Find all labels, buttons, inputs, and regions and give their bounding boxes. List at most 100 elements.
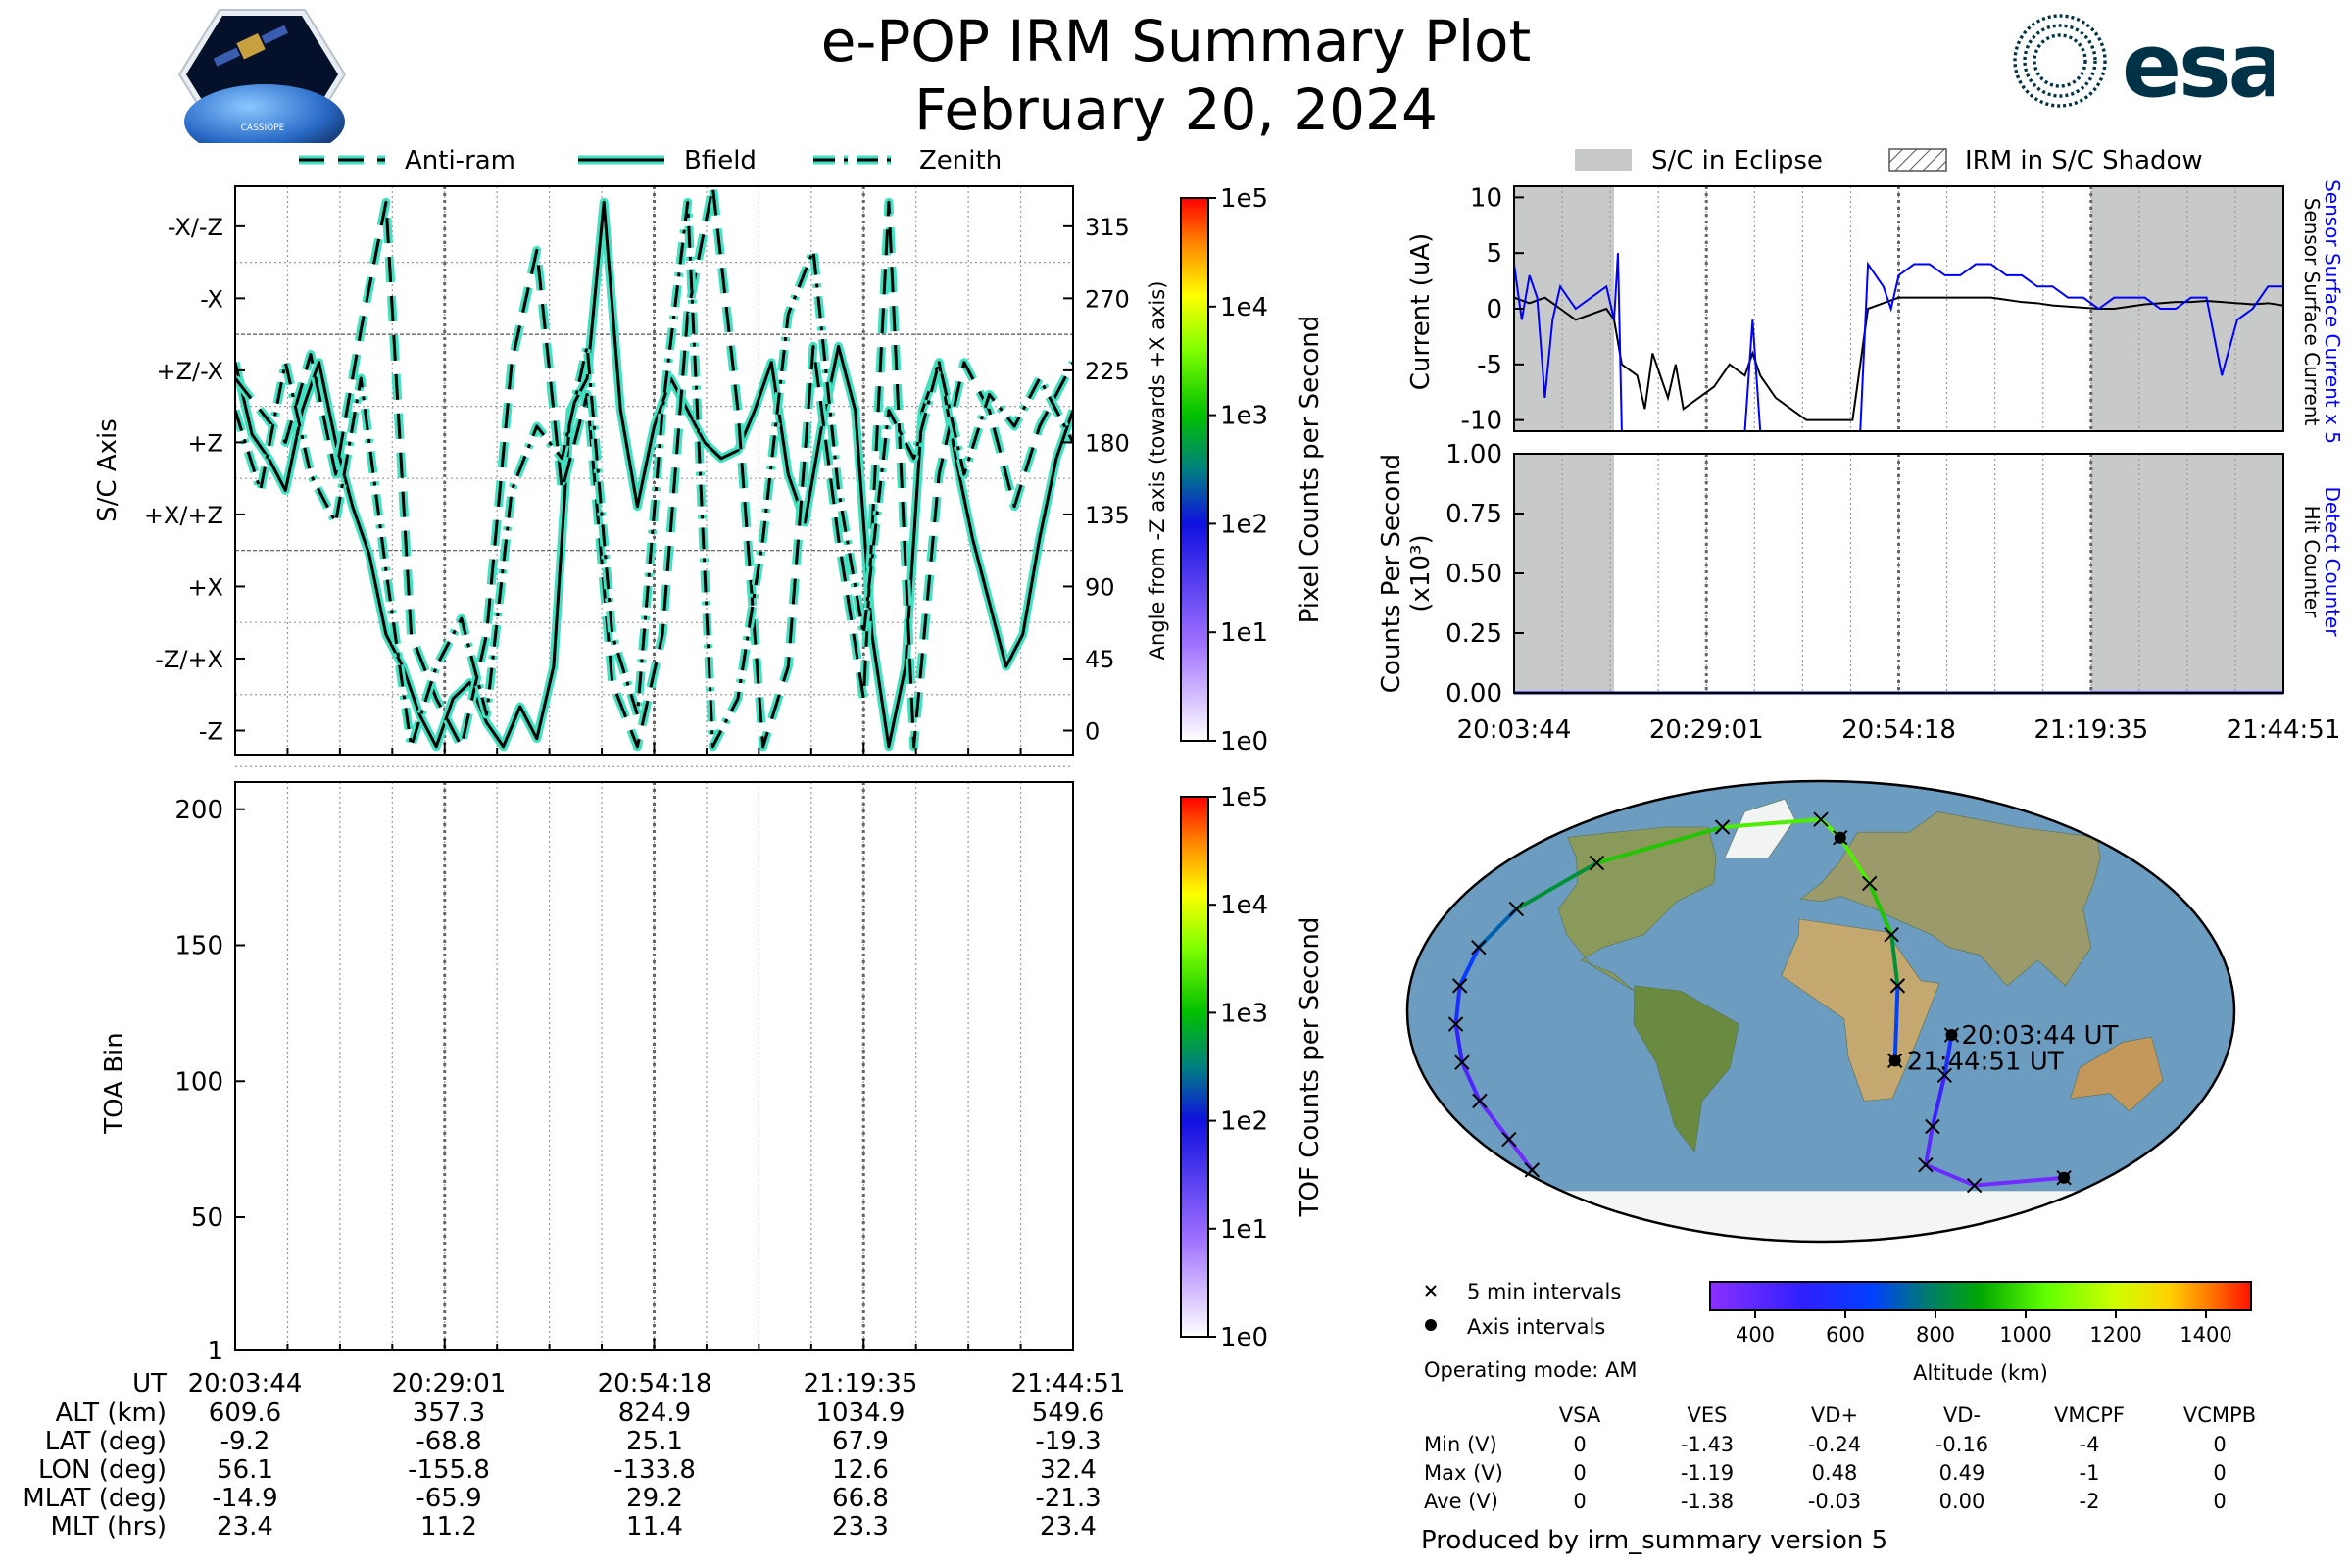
interval-marker-x bbox=[1454, 1054, 1470, 1070]
orbit-track-segment bbox=[1942, 1033, 1954, 1078]
colorbar-tick-label: 1e0 bbox=[1220, 1323, 1268, 1352]
interval-marker-x bbox=[1447, 1016, 1464, 1032]
esa-logo: esa bbox=[2013, 14, 2274, 113]
y-tick-label-right: 180 bbox=[1085, 429, 1130, 457]
legend-label: IRM in S/C Shadow bbox=[1965, 146, 2203, 175]
ut-table-cell: 67.9 bbox=[832, 1427, 889, 1456]
colorbar-tick-label: 1e3 bbox=[1220, 402, 1268, 431]
y-tick-label: +Z bbox=[187, 429, 223, 457]
axis-interval-dot bbox=[2058, 1171, 2071, 1184]
cassiope-logo-text: CASSIOPE bbox=[241, 123, 285, 133]
legend-label: Bfield bbox=[684, 146, 757, 175]
interval-marker-x bbox=[1714, 819, 1731, 835]
x-tick-label: 21:44:51 bbox=[2227, 715, 2341, 745]
voltage-table-cell: -0.03 bbox=[1808, 1490, 1861, 1513]
orbit-track-segment bbox=[1923, 1162, 1977, 1188]
interval-marker-x bbox=[1966, 1177, 1983, 1194]
eclipse-band bbox=[1514, 454, 1615, 693]
legend-x-icon bbox=[1425, 1285, 1437, 1297]
ut-table-row-label: MLT (hrs) bbox=[51, 1512, 168, 1542]
ut-table-cell: -19.3 bbox=[1035, 1427, 1101, 1456]
ut-table-cell: 21:19:35 bbox=[804, 1369, 918, 1398]
ut-table-cell: 20:03:44 bbox=[188, 1369, 303, 1398]
ut-table-cell: 23.4 bbox=[217, 1512, 273, 1542]
land-australia bbox=[2070, 1036, 2164, 1112]
legend-label: Anti-ram bbox=[405, 146, 515, 175]
orbit-track-segment bbox=[1720, 817, 1823, 829]
colorbar-tick-label: 1e1 bbox=[1220, 1215, 1268, 1245]
voltage-table-cell: -2 bbox=[2080, 1490, 2100, 1513]
ut-table-row-label: UT bbox=[132, 1369, 167, 1398]
y-tick-label: 100 bbox=[174, 1067, 223, 1097]
colorbar-tick-label: 1400 bbox=[2180, 1323, 2231, 1347]
voltage-table-cell: 0 bbox=[1573, 1433, 1586, 1456]
colorbar-tick-label: 1e0 bbox=[1220, 727, 1268, 757]
ut-table-row-label: MLAT (deg) bbox=[23, 1484, 167, 1513]
eclipse-band bbox=[1514, 186, 1615, 431]
voltage-table-cell: 0.48 bbox=[1812, 1461, 1858, 1485]
current-line bbox=[1514, 253, 2283, 431]
y-axis-label-right-blue: Detect Counter bbox=[2321, 487, 2344, 638]
y-tick-label: -Z bbox=[199, 717, 223, 745]
colorbar-tick-label: 1e4 bbox=[1220, 293, 1268, 322]
colorbar bbox=[1180, 197, 1209, 742]
voltage-table-header: VD- bbox=[1943, 1403, 1981, 1427]
satellite-icon bbox=[213, 24, 288, 67]
ut-table-cell: 824.9 bbox=[618, 1398, 691, 1428]
x-tick-label: 20:03:44 bbox=[1457, 715, 1572, 745]
legend-label: S/C in Eclipse bbox=[1651, 146, 1823, 175]
orbit-track-segment bbox=[1923, 1124, 1935, 1167]
ut-table-cell: 12.6 bbox=[832, 1455, 889, 1485]
y-axis-label: S/C Axis bbox=[93, 418, 122, 522]
trace-line-zenith bbox=[235, 200, 1073, 749]
legend-swatch-shadow bbox=[1888, 148, 1947, 172]
colorbar-tick-label: 1e3 bbox=[1220, 999, 1268, 1028]
voltage-table-cell: -1.38 bbox=[1681, 1490, 1734, 1513]
ut-table-cell: -9.2 bbox=[220, 1427, 270, 1456]
y-tick-label: -X bbox=[200, 285, 223, 313]
orbit-track-segment bbox=[1889, 932, 1900, 988]
legend-label: 5 min intervals bbox=[1467, 1280, 1621, 1303]
voltage-table-header: VSA bbox=[1559, 1403, 1601, 1427]
interval-marker-x bbox=[1472, 1093, 1488, 1109]
ut-table-cell: -65.9 bbox=[416, 1484, 481, 1513]
orbit-track-segment bbox=[1459, 1060, 1482, 1103]
legend-label: Axis intervals bbox=[1467, 1315, 1605, 1339]
ut-table-cell: -155.8 bbox=[408, 1455, 490, 1485]
y-tick-label-right: 225 bbox=[1085, 358, 1130, 385]
orbit-track-segment bbox=[1972, 1175, 2067, 1188]
ut-table-row-label: ALT (km) bbox=[55, 1398, 167, 1428]
colorbar-tick-label: 600 bbox=[1826, 1323, 1865, 1347]
voltage-table-cell: -0.24 bbox=[1808, 1433, 1861, 1456]
voltage-table-cell: -4 bbox=[2080, 1433, 2100, 1456]
y-axis-label-right: Angle from -Z axis (towards +X axis) bbox=[1146, 281, 1169, 661]
y-tick-label: 50 bbox=[191, 1203, 223, 1233]
cassiope-logo: CASSIOPE bbox=[177, 9, 347, 143]
ut-table-cell: 25.1 bbox=[626, 1427, 683, 1456]
y-tick-label: 1.00 bbox=[1446, 440, 1502, 469]
ut-table-row-label: LAT (deg) bbox=[45, 1427, 167, 1456]
interval-marker-x bbox=[1918, 1156, 1934, 1173]
ut-table-cell: 29.2 bbox=[626, 1484, 683, 1513]
colorbar-tick-label: 1e4 bbox=[1220, 891, 1268, 920]
y-axis-label-right-blue: Sensor Surface Current x 5 bbox=[2321, 179, 2344, 444]
orbit-track-segment bbox=[1453, 1022, 1464, 1065]
y-tick-label: 0.25 bbox=[1446, 619, 1502, 649]
interval-marker-x bbox=[1524, 1162, 1541, 1178]
voltage-table-cell: 0 bbox=[1573, 1461, 1586, 1485]
ocean bbox=[1407, 781, 2234, 1242]
colorbar-tick-label: 1000 bbox=[1999, 1323, 2051, 1347]
current-trace-group bbox=[1514, 253, 2283, 431]
footer-text: Produced by irm_summary version 5 bbox=[1421, 1526, 1887, 1555]
voltage-table-cell: 0.00 bbox=[1939, 1490, 1985, 1513]
colorbar-tick-label: 1e5 bbox=[1220, 783, 1268, 812]
y-tick-label-right: 315 bbox=[1085, 214, 1130, 241]
x-tick-label: 20:54:18 bbox=[1841, 715, 1956, 745]
y-axis-label: TOA Bin bbox=[100, 1032, 129, 1134]
trace-group bbox=[235, 186, 1073, 752]
map-content bbox=[1407, 781, 2234, 1242]
x-tick-label: 21:19:35 bbox=[2034, 715, 2148, 745]
interval-marker-x bbox=[1925, 1118, 1940, 1135]
ut-table-cell: 20:54:18 bbox=[598, 1369, 712, 1398]
